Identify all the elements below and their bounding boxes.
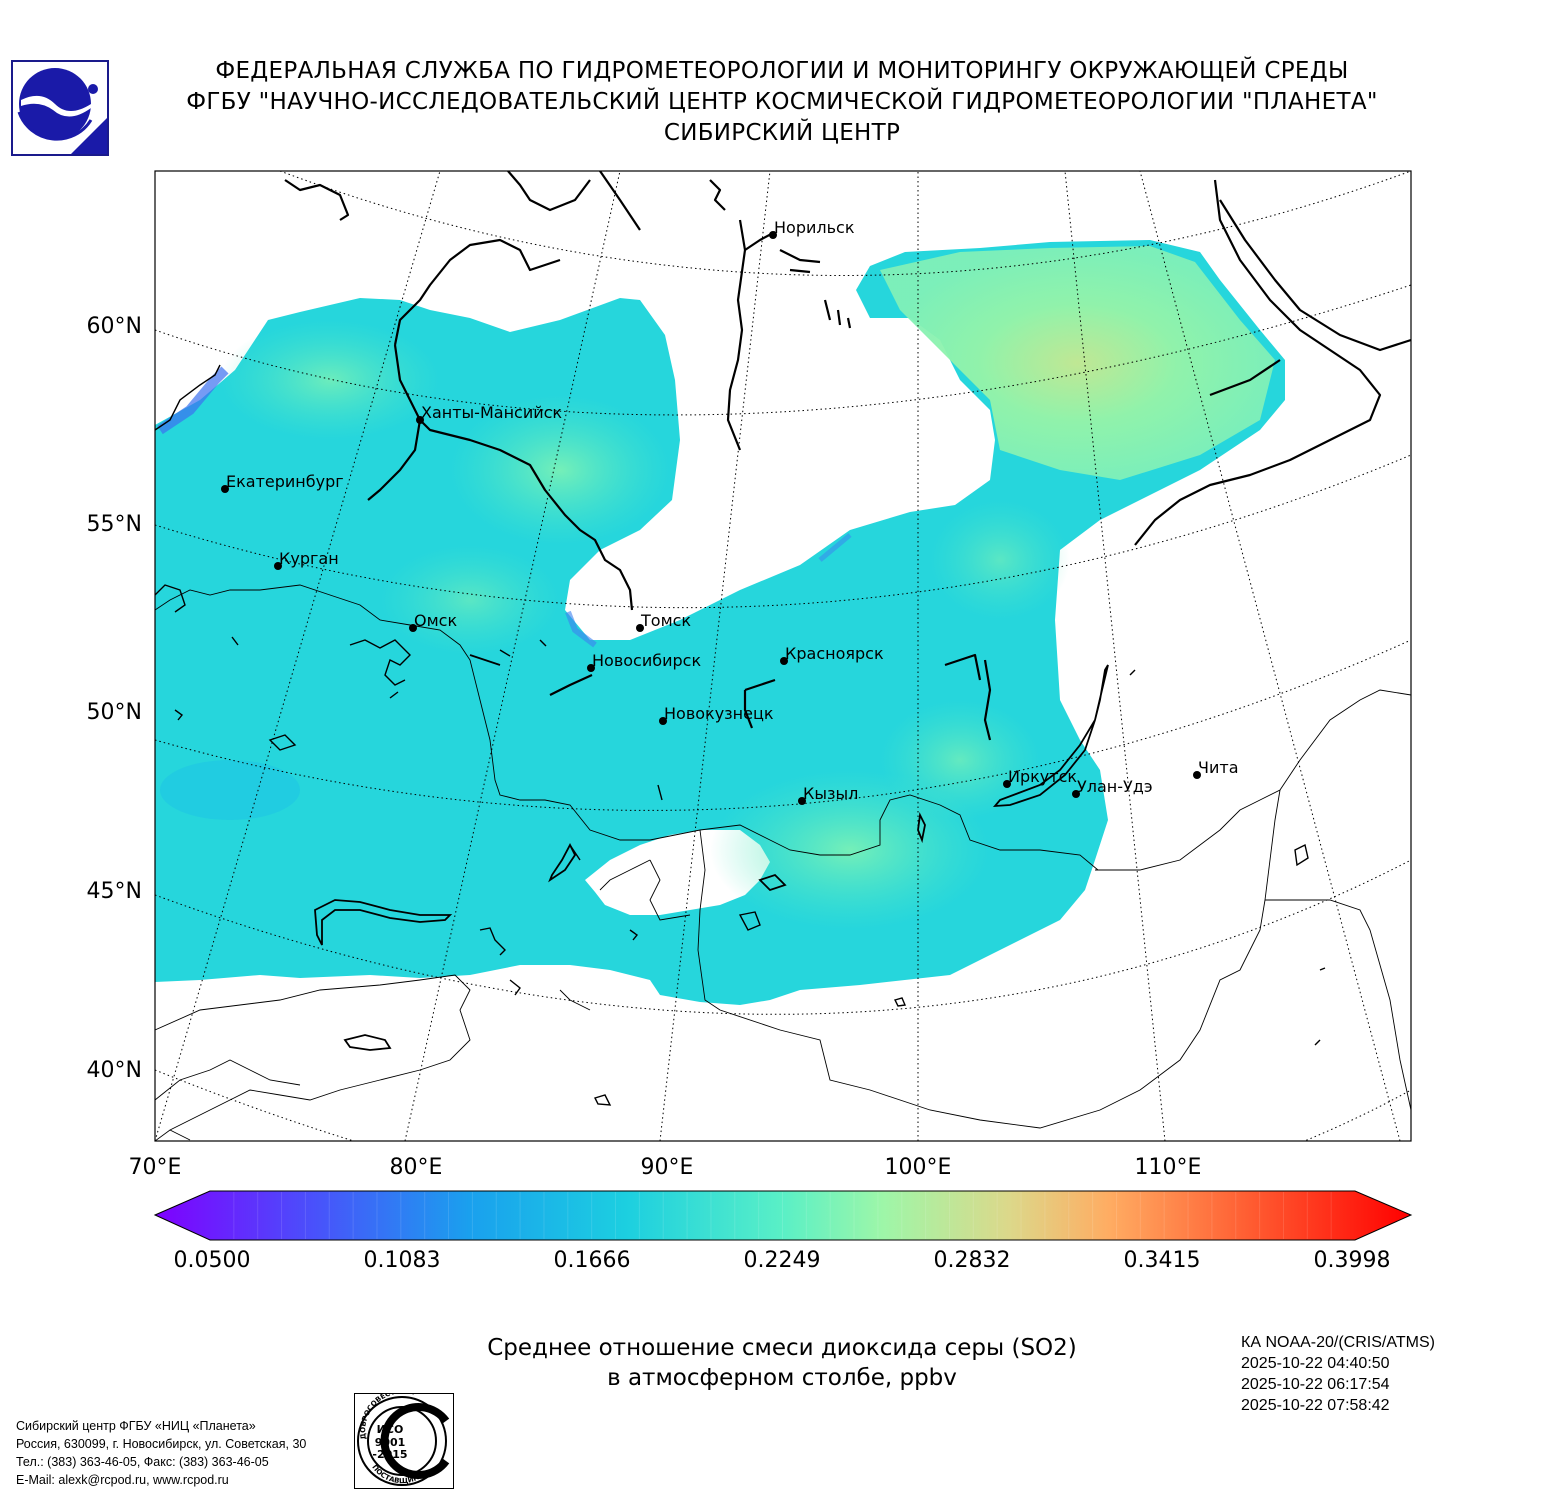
latitude-labels: 60°N 55°N 50°N 45°N 40°N	[87, 314, 142, 1083]
colorbar-tick-label: 0.2832	[934, 1248, 1011, 1273]
city-dot	[659, 717, 667, 725]
city-dot	[769, 231, 777, 239]
city-label: Томск	[640, 611, 691, 630]
so2-patch	[220, 320, 440, 440]
iso-9001-stamp: ДОБРОСОВЕСТНЫЙ ПОСТАВЩИК ИСО 9001 -2015	[354, 1393, 454, 1489]
city-dot	[587, 664, 595, 672]
header-line-2: ФГБУ "НАУЧНО-ИССЛЕДОВАТЕЛЬСКИЙ ЦЕНТР КОС…	[186, 89, 1378, 115]
pass-time: 2025-10-22 06:17:54	[1241, 1376, 1390, 1393]
rivers	[284, 171, 1411, 741]
footer-line: Сибирский центр ФГБУ «НИЦ «Планета»	[16, 1419, 256, 1433]
iso-name: ИСО	[377, 1423, 404, 1436]
city-dot	[780, 657, 788, 665]
iso-year: -2015	[372, 1448, 407, 1461]
colorbar-bar	[153, 1190, 1413, 1241]
colorbar-tick-label: 0.3998	[1314, 1248, 1391, 1273]
header: ФЕДЕРАЛЬНАЯ СЛУЖБА ПО ГИДРОМЕТЕОРОЛОГИИ …	[120, 56, 1444, 149]
header-line-3: СИБИРСКИЙ ЦЕНТР	[663, 120, 901, 146]
lon-label: 70°E	[129, 1155, 182, 1180]
city-label: Екатеринбург	[226, 472, 344, 491]
satellite-info: КА NOAA-20/(CRIS/ATMS) 2025-10-22 04:40:…	[1241, 1332, 1435, 1416]
so2-map: Норильск Ханты-Мансийск Екатеринбург Курган…	[87, 170, 1413, 1273]
so2-edge	[818, 533, 852, 562]
lake-khuvsgul	[917, 811, 926, 844]
colorbar-bands	[233, 1192, 1332, 1239]
city-dot	[1193, 771, 1201, 779]
contact-footer: Сибирский центр ФГБУ «НИЦ «Планета» Росс…	[16, 1417, 306, 1489]
city-label: Чита	[1198, 758, 1239, 777]
city-markers: Норильск Ханты-Мансийск Екатеринбург Курган…	[221, 218, 1239, 805]
lakes	[314, 654, 1109, 1051]
so2-edge	[157, 366, 229, 435]
footer-line: Тел.: (383) 363-46-05, Факс: (383) 363-4…	[16, 1455, 269, 1469]
lake-baikal	[992, 664, 1109, 808]
planeta-logo	[11, 60, 109, 156]
lake-balkhash	[314, 899, 453, 946]
colorbar-tick-label: 0.2249	[744, 1248, 821, 1273]
city-label: Ханты-Мансийск	[421, 403, 562, 422]
colorbar-tick-label: 0.1083	[364, 1248, 441, 1273]
longitude-labels: 70°E 80°E 90°E 100°E 110°E	[129, 1155, 1202, 1180]
pass-time: 2025-10-22 04:40:50	[1241, 1355, 1390, 1372]
so2-hotspot	[880, 246, 1275, 480]
pass-time: 2025-10-22 07:58:42	[1241, 1397, 1390, 1414]
lon-label: 110°E	[1135, 1155, 1202, 1180]
caption-line-1: Среднее отношение смеси диоксида серы (S…	[487, 1335, 1077, 1361]
map-frame	[154, 170, 1412, 1142]
lat-label: 40°N	[87, 1058, 142, 1083]
so2-patch	[880, 700, 1040, 820]
city-label: Омск	[414, 611, 457, 630]
iso-number: 9001	[375, 1436, 406, 1449]
colorbar-tick-label: 0.1666	[554, 1248, 631, 1273]
lat-label: 50°N	[87, 700, 142, 725]
city-dot	[1072, 790, 1080, 798]
colorbar-tick-label: 0.3415	[1124, 1248, 1201, 1273]
city-label: Улан-Удэ	[1077, 777, 1153, 796]
city-label: Курган	[279, 549, 339, 568]
city-label: Кызыл	[803, 784, 858, 803]
lat-label: 55°N	[87, 512, 142, 537]
header-line-1: ФЕДЕРАЛЬНАЯ СЛУЖБА ПО ГИДРОМЕТЕОРОЛОГИИ …	[215, 58, 1349, 84]
lat-label: 60°N	[87, 314, 142, 339]
lon-label: 90°E	[641, 1155, 694, 1180]
city-label: Новокузнецк	[664, 704, 774, 723]
lake-uvs	[758, 873, 787, 892]
city-dot	[221, 485, 229, 493]
country-borders	[155, 584, 1411, 1141]
lat-label: 45°N	[87, 879, 142, 904]
lake-issyk-kul	[343, 1034, 392, 1051]
city-dot	[409, 624, 417, 632]
city-dot	[274, 562, 282, 570]
city-label: Новосибирск	[592, 651, 701, 670]
lon-label: 80°E	[390, 1155, 443, 1180]
city-label: Иркутск	[1008, 767, 1077, 786]
graticule-meridians	[155, 171, 1401, 1141]
colorbar-tick-label: 0.0500	[174, 1248, 251, 1273]
so2-edge	[565, 610, 597, 648]
city-dot	[636, 624, 644, 632]
footer-line: E-Mail: alexk@rcpod.ru, www.rcpod.ru	[16, 1473, 229, 1487]
coast-detail	[155, 364, 1326, 1106]
map-content: Норильск Ханты-Мансийск Екатеринбург Курган…	[155, 171, 1411, 1141]
footer-line: Россия, 630099, г. Новосибирск, ул. Сове…	[16, 1437, 307, 1451]
so2-patch-darker	[160, 760, 300, 820]
so2-patch	[450, 395, 670, 545]
caption-line-2: в атмосферном столбе, ppbv	[607, 1365, 957, 1391]
lake-chany	[469, 654, 501, 666]
so2-patch	[930, 500, 1070, 620]
so2-patch	[380, 545, 560, 655]
city-dot	[416, 416, 424, 424]
lon-label: 100°E	[885, 1155, 952, 1180]
map-caption: Среднее отношение смеси диоксида серы (S…	[400, 1333, 1164, 1393]
city-dot	[1003, 780, 1011, 788]
city-label: Красноярск	[785, 644, 884, 663]
graticule-parallels	[155, 171, 1411, 1141]
city-label: Норильск	[774, 218, 855, 237]
colorbar: 0.0500 0.1083 0.1666 0.2249 0.2832 0.341…	[153, 1190, 1413, 1273]
city-dot	[798, 797, 806, 805]
satellite-name: КА NOAA-20/(CRIS/ATMS)	[1241, 1334, 1435, 1351]
